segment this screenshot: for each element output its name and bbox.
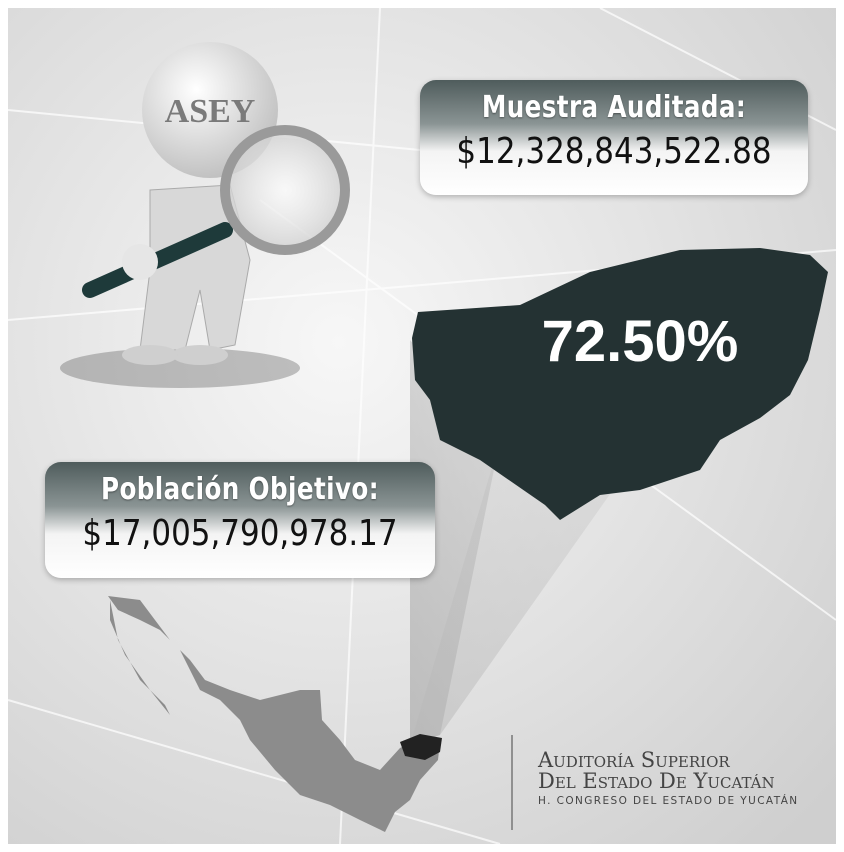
yucatan-large — [412, 248, 828, 520]
yucatan-small — [400, 734, 442, 760]
figure — [82, 42, 350, 365]
light-beam — [410, 440, 620, 745]
sample-label: Muestra Auditada: — [481, 90, 747, 125]
figure-shadow — [60, 348, 300, 388]
institution-subline: H. CONGRESO DEL ESTADO DE YUCATÁN — [538, 795, 799, 807]
sample-box: Muestra Auditada: $12,328,843,522.88 — [420, 80, 808, 195]
institution-line: Del Estado De Yucatán — [538, 769, 775, 793]
sample-amount: $12,328,843,522.88 — [456, 131, 772, 172]
logo-text: ASEY — [165, 93, 256, 130]
population-box: Población Objetivo: $17,005,790,978.17 — [45, 462, 435, 578]
population-label: Población Objetivo: — [101, 472, 379, 507]
population-amount: $17,005,790,978.17 — [82, 513, 398, 554]
mexico-map — [108, 596, 440, 832]
institution: Auditoría Superior Del Estado De Yucatán… — [538, 748, 799, 808]
institution-line: Auditoría Superior — [538, 748, 730, 772]
percentage: 72.50% — [541, 309, 739, 374]
